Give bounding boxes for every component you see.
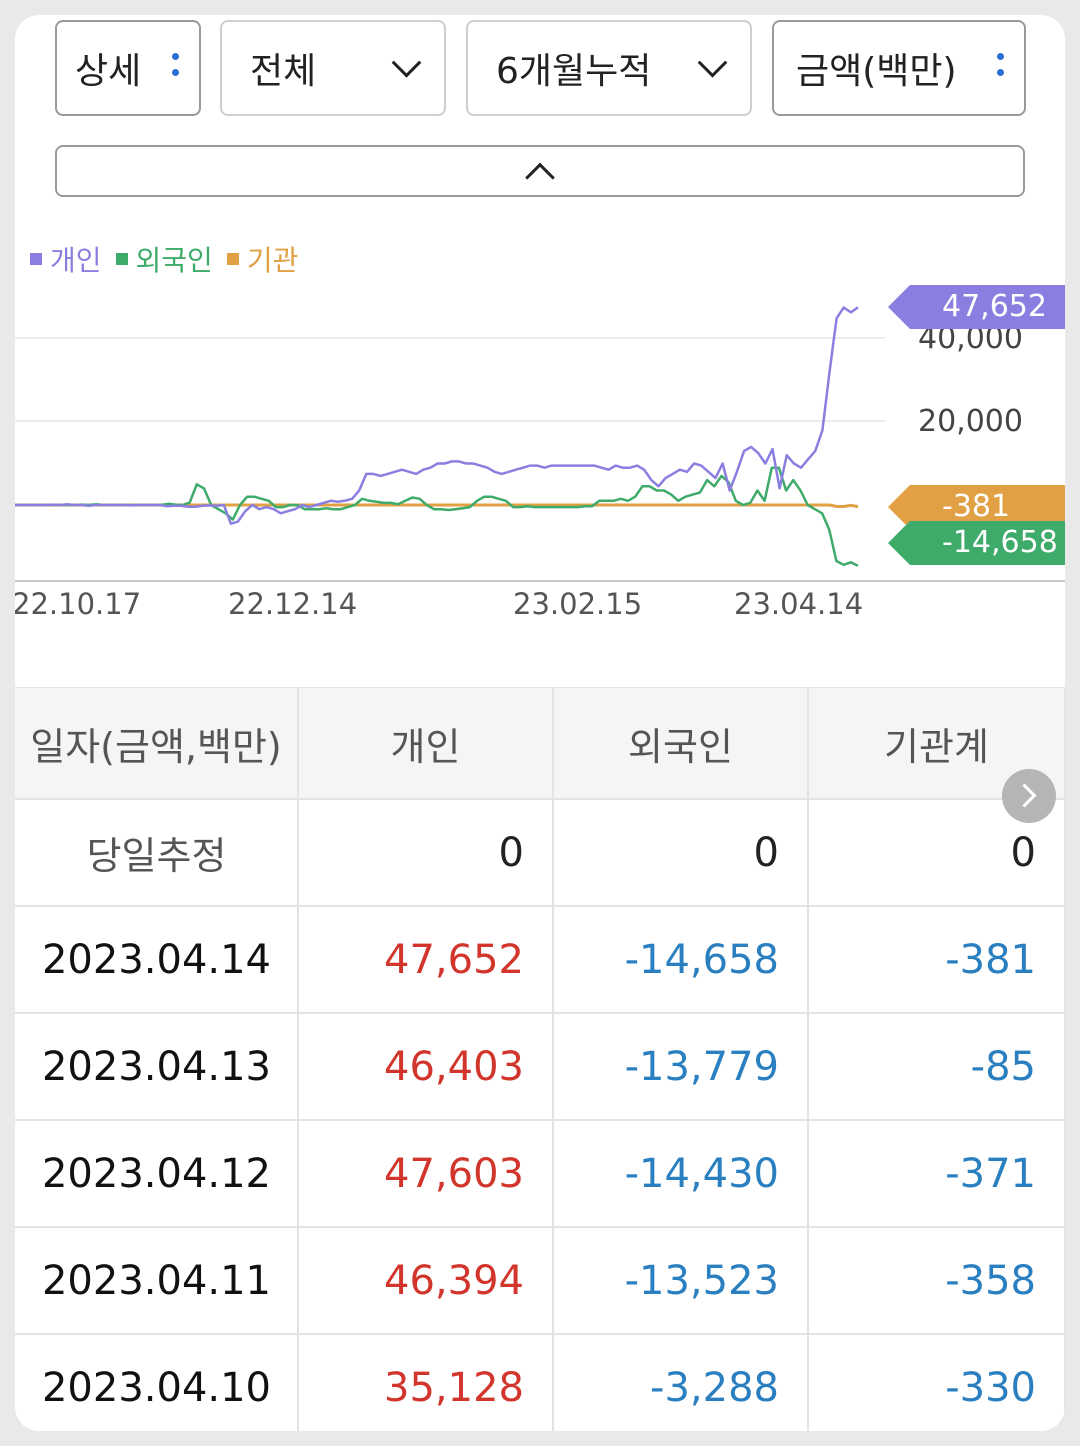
foreign-cell: 0 <box>553 799 809 907</box>
date-cell: 2023.04.14 <box>15 906 299 1014</box>
table-row[interactable]: 2023.04.14 47,652 -14,658 -381 <box>15 906 1065 1014</box>
individual-cell: 46,403 <box>298 1013 554 1121</box>
header-foreign[interactable]: 외국인 <box>553 687 809 800</box>
foreign-cell: -13,523 <box>553 1227 809 1335</box>
x-tick-label: 23.04.14 <box>734 587 864 621</box>
individual-cell: 47,603 <box>298 1120 554 1228</box>
table-row[interactable]: 2023.04.11 46,394 -13,523 -358 <box>15 1227 1065 1335</box>
legend-swatch <box>30 253 42 265</box>
y-tick-label: 20,000 <box>918 404 1023 439</box>
filter-bar: 상세 전체 6개월누적 금액(백만) <box>15 20 1065 120</box>
detail-label: 상세 <box>75 51 142 92</box>
foreign-cell: -13,779 <box>553 1013 809 1121</box>
header-individual[interactable]: 개인 <box>298 687 554 800</box>
unit-button[interactable]: 금액(백만) <box>772 20 1026 116</box>
individual-cell: 46,394 <box>298 1227 554 1335</box>
scope-select[interactable]: 전체 <box>220 20 446 116</box>
legend-institution: 기관 <box>226 239 299 279</box>
table-row[interactable]: 2023.04.10 35,128 -3,288 -330 <box>15 1334 1065 1431</box>
series-line-individual <box>15 306 859 525</box>
institution-cell: -358 <box>808 1227 1065 1335</box>
latest-individual-tag: 47,652 <box>888 285 1065 329</box>
kebab-icon <box>996 53 1004 83</box>
individual-cell: 0 <box>298 799 554 907</box>
individual-cell: 47,652 <box>298 906 554 1014</box>
chevron-down-icon <box>697 47 728 78</box>
foreign-cell: -14,658 <box>553 906 809 1014</box>
institution-cell: -371 <box>808 1120 1065 1228</box>
institution-cell: -381 <box>808 906 1065 1014</box>
scroll-right-button[interactable] <box>1002 769 1056 823</box>
table-row[interactable]: 2023.04.13 46,403 -13,779 -85 <box>15 1013 1065 1121</box>
kebab-icon <box>171 53 179 83</box>
date-cell: 2023.04.12 <box>15 1120 299 1228</box>
investor-line-chart <box>15 306 1065 582</box>
institution-cell: -85 <box>808 1013 1065 1121</box>
chevron-down-icon <box>391 47 422 78</box>
legend-swatch <box>226 253 239 265</box>
table-row[interactable]: 2023.04.12 47,603 -14,430 -371 <box>15 1120 1065 1228</box>
collapse-toggle[interactable] <box>55 145 1025 197</box>
period-label: 6개월누적 <box>496 51 652 92</box>
chevron-right-icon <box>1012 783 1037 808</box>
legend-label: 외국인 <box>135 244 213 277</box>
header-institution[interactable]: 기관계 <box>808 687 1065 800</box>
legend-label: 개인 <box>50 244 102 277</box>
investor-trend-card: 상세 전체 6개월누적 금액(백만) 개인 외국인 기관 40,000 20,0… <box>15 15 1065 1431</box>
individual-cell: 35,128 <box>298 1334 554 1431</box>
table-row-estimate[interactable]: 당일추정 0 0 0 <box>15 799 1065 907</box>
date-cell: 2023.04.13 <box>15 1013 299 1121</box>
latest-foreign-tag: -14,658 <box>888 521 1065 565</box>
scope-label: 전체 <box>250 51 317 92</box>
header-date[interactable]: 일자(금액,백만) <box>15 687 299 800</box>
date-cell: 2023.04.11 <box>15 1227 299 1335</box>
x-tick-label: 22.12.14 <box>228 587 358 621</box>
legend-swatch <box>115 253 128 265</box>
foreign-cell: -14,430 <box>553 1120 809 1228</box>
chart-legend: 개인 외국인 기관 <box>30 239 298 279</box>
legend-label: 기관 <box>246 244 299 277</box>
x-tick-label: 22.10.17 <box>15 587 142 621</box>
chevron-up-icon <box>525 162 555 193</box>
period-select[interactable]: 6개월누적 <box>466 20 752 116</box>
x-tick-label: 23.02.15 <box>513 587 643 621</box>
date-cell: 당일추정 <box>15 799 299 907</box>
institution-cell: -330 <box>808 1334 1065 1431</box>
table-header-row: 일자(금액,백만) 개인 외국인 기관계 <box>15 687 1065 800</box>
date-cell: 2023.04.10 <box>15 1334 299 1431</box>
detail-button[interactable]: 상세 <box>55 20 201 116</box>
legend-individual: 개인 <box>30 239 102 279</box>
investor-table: 일자(금액,백만) 개인 외국인 기관계 당일추정 0 0 0 2023.04.… <box>15 687 1065 1431</box>
foreign-cell: -3,288 <box>553 1334 809 1431</box>
unit-label: 금액(백만) <box>796 51 957 92</box>
legend-foreign: 외국인 <box>115 239 213 279</box>
